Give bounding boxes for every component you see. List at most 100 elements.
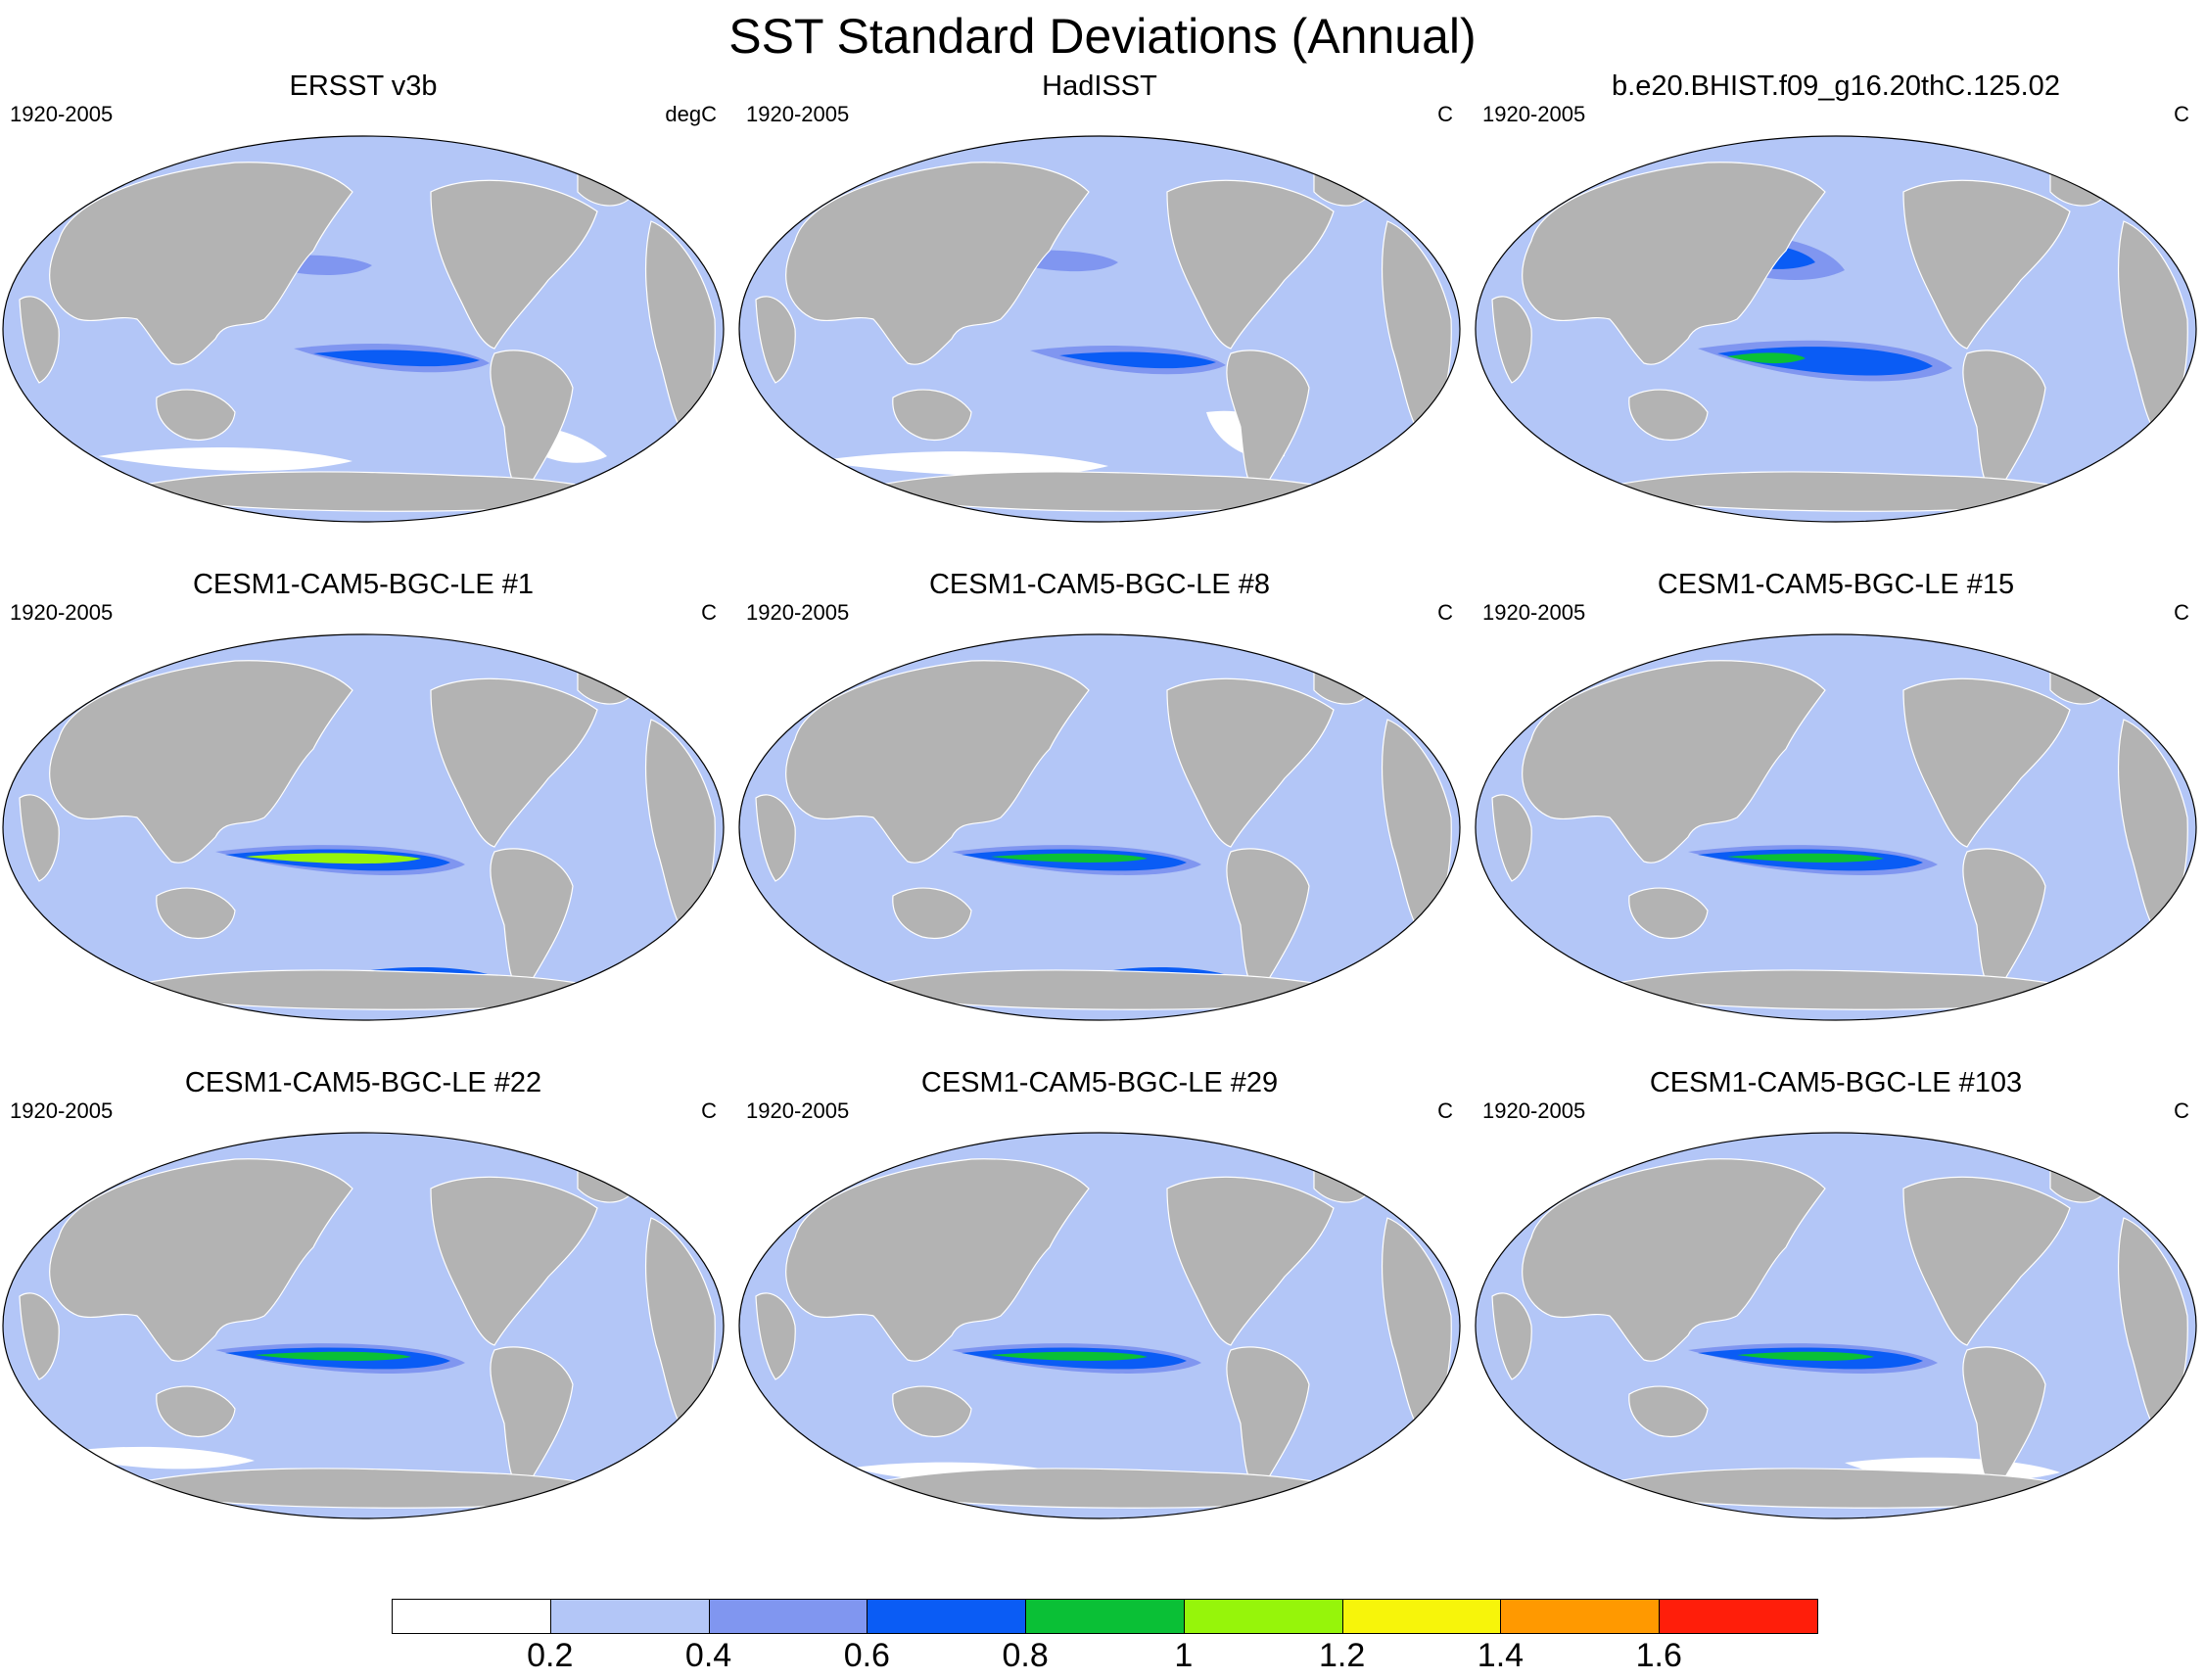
panel-units: degC: [665, 102, 717, 126]
landmass: [156, 1385, 236, 1437]
landmass: [19, 1292, 60, 1380]
map-boundary: [1475, 135, 2197, 523]
landmass: [49, 1158, 353, 1362]
panel-title: CESM1-CAM5-BGC-LE #29: [920, 1067, 1279, 1098]
sst-contour: [1059, 351, 1216, 369]
landmass: [156, 389, 236, 441]
sst-map: [1475, 135, 2197, 523]
landmass: [1902, 677, 2071, 848]
colorbar-label: 1.2: [1319, 1637, 1366, 1674]
sst-contour: [1727, 352, 1806, 364]
sst-map: [1475, 633, 2197, 1021]
sst-contour: [245, 853, 421, 864]
colorbar-box: [1341, 1599, 1502, 1634]
sst-map: [2, 1132, 725, 1519]
colorbar-box: [1500, 1599, 1661, 1634]
panel-units: C: [701, 1098, 717, 1123]
colorbar-box: [867, 1599, 1027, 1634]
landmass: [785, 1158, 1090, 1362]
landmass: [755, 296, 796, 384]
landmass: [1491, 1292, 1532, 1380]
landmass: [1491, 296, 1532, 384]
landmass: [1628, 1385, 1709, 1437]
panel-title: CESM1-CAM5-BGC-LE #1: [192, 569, 535, 600]
colorbar-labels: 0.2 0.4 0.6 0.8 1 1.2 1.4 1.6: [392, 1637, 1817, 1676]
colorbar-label: 1.4: [1477, 1637, 1525, 1674]
landmass: [1166, 677, 1335, 848]
sst-map: [738, 633, 1461, 1021]
colorbar-box: [1025, 1599, 1185, 1634]
sst-contour: [98, 446, 352, 472]
map-boundary: [2, 633, 725, 1021]
colorbar-box: [392, 1599, 551, 1634]
map-panel: CESM1-CAM5-BGC-LE #1 1920-2005 C: [0, 537, 727, 1027]
landmass: [892, 389, 972, 441]
sst-map: [738, 1132, 1461, 1519]
map-boundary: [738, 1132, 1461, 1519]
landmass: [1491, 794, 1532, 882]
sst-contour: [991, 1351, 1148, 1361]
landmass: [1166, 1176, 1335, 1346]
sst-map: [738, 135, 1461, 523]
panel-title: HadISST: [1042, 70, 1157, 102]
landmass: [1628, 389, 1709, 441]
sst-contour: [313, 350, 480, 367]
map-boundary: [2, 1132, 725, 1519]
panel-period: 1920-2005: [1482, 102, 1586, 126]
colorbar-label: 0.6: [843, 1637, 890, 1674]
map-panel: ERSST v3b 1920-2005 degC: [0, 39, 727, 529]
map-panel: CESM1-CAM5-BGC-LE #103 1920-2005 C: [1473, 1036, 2199, 1525]
panel-units: C: [2174, 600, 2189, 625]
landmass: [430, 179, 598, 350]
landmass: [1522, 660, 1826, 863]
colorbar-label: 0.4: [684, 1637, 732, 1674]
map-panel: CESM1-CAM5-BGC-LE #22 1920-2005 C: [0, 1036, 727, 1525]
landmass: [19, 296, 60, 384]
sst-contour: [1737, 1351, 1874, 1361]
landmass: [892, 887, 972, 939]
landmass: [156, 887, 236, 939]
colorbar-box: [1659, 1599, 1818, 1634]
panel-period: 1920-2005: [10, 600, 114, 625]
map-boundary: [1475, 1132, 2197, 1519]
colorbar: [392, 1599, 1818, 1636]
landmass: [49, 162, 353, 365]
sst-contour: [255, 1351, 411, 1361]
panel-period: 1920-2005: [746, 102, 850, 126]
panel-period: 1920-2005: [1482, 600, 1586, 625]
panel-period: 1920-2005: [1482, 1098, 1586, 1123]
panel-title: CESM1-CAM5-BGC-LE #22: [184, 1067, 542, 1098]
panel-units: C: [1437, 600, 1453, 625]
landmass: [892, 1385, 972, 1437]
landmass: [1628, 887, 1709, 939]
sst-map: [1475, 1132, 2197, 1519]
landmass: [1522, 162, 1826, 365]
landmass: [430, 1176, 598, 1346]
panel-units: C: [1437, 1098, 1453, 1123]
panel-units: C: [2174, 102, 2189, 126]
panel-units: C: [701, 600, 717, 625]
map-boundary: [738, 135, 1461, 523]
panel-title: b.e20.BHIST.f09_g16.20thC.125.02: [1612, 70, 2060, 102]
landmass: [755, 794, 796, 882]
colorbar-label: 0.8: [1002, 1637, 1049, 1674]
panel-period: 1920-2005: [10, 1098, 114, 1123]
panel-title: CESM1-CAM5-BGC-LE #103: [1649, 1067, 2023, 1098]
panel-units: C: [1437, 102, 1453, 126]
map-panel: CESM1-CAM5-BGC-LE #29 1920-2005 C: [736, 1036, 1463, 1525]
sst-contour: [815, 451, 1108, 477]
sst-contour: [991, 853, 1148, 863]
map-panel: HadISST 1920-2005 C: [736, 39, 1463, 529]
panel-period: 1920-2005: [10, 102, 114, 126]
landmass: [785, 660, 1090, 863]
sst-map: [2, 633, 725, 1021]
panel-title: ERSST v3b: [289, 70, 438, 102]
landmass: [19, 794, 60, 882]
colorbar-label: 1: [1174, 1637, 1194, 1674]
map-panel: CESM1-CAM5-BGC-LE #15 1920-2005 C: [1473, 537, 2199, 1027]
map-boundary: [738, 633, 1461, 1021]
landmass: [1166, 179, 1335, 350]
map-panel: b.e20.BHIST.f09_g16.20thC.125.02 1920-200…: [1473, 39, 2199, 529]
map-boundary: [2, 135, 725, 523]
landmass: [49, 660, 353, 863]
